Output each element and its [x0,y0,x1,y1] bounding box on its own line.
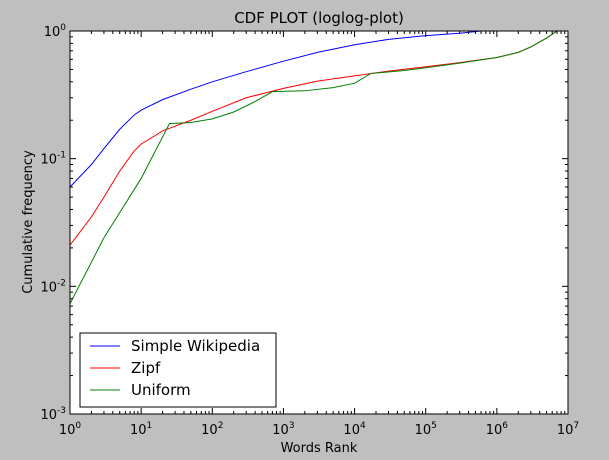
legend: Simple Wikipedia Zipf Uniform [79,332,277,408]
y-tick-label: 100 [44,23,67,40]
x-tick-label: 106 [486,421,509,438]
series-line-0 [69,30,482,188]
legend-label-2: Uniform [131,381,191,399]
chart-title: CDF PLOT (loglog-plot) [234,9,404,27]
tick-layer [69,30,569,415]
y-tick-label: 10-1 [40,151,66,168]
series-line-2 [69,30,558,305]
x-tick-label: 101 [130,421,152,438]
plot-frame [69,30,569,415]
x-tick-label: 105 [415,421,437,438]
x-tick-label: 107 [557,421,579,438]
x-tick-label: 102 [201,421,223,438]
series-layer [69,30,558,305]
x-tick-label: 104 [343,421,366,438]
y-tick-labels: 10-3 10-2 10-1 100 [40,23,66,423]
legend-entries: Simple Wikipedia Zipf Uniform [90,337,260,399]
x-tick-labels: 100 101 102 103 104 105 106 107 [59,421,579,438]
x-axis-label: Words Rank [281,441,358,456]
legend-label-1: Zipf [131,359,161,377]
y-tick-label: 10-3 [40,406,66,423]
legend-box [79,332,277,408]
y-axis-label: Cumulative frequency [21,150,36,294]
x-tick-label: 100 [59,421,82,438]
y-tick-label: 10-2 [40,278,66,295]
legend-label-0: Simple Wikipedia [131,337,260,355]
x-tick-label: 103 [272,421,294,438]
